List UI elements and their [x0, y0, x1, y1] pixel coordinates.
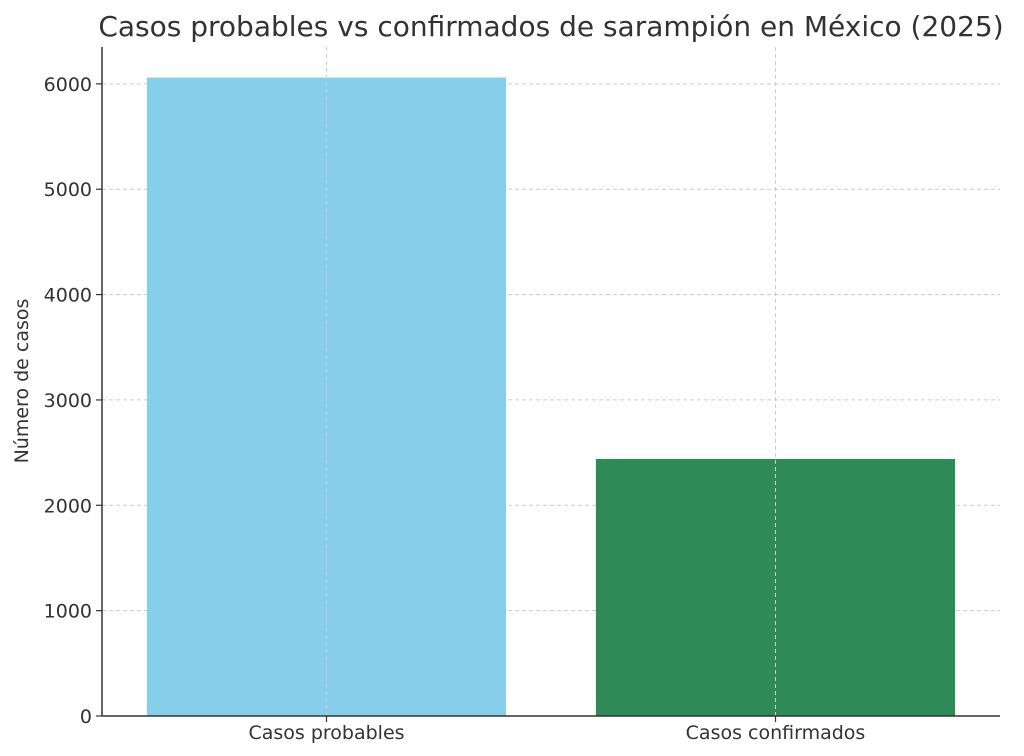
y-tick-label: 1000 — [44, 601, 92, 623]
x-axis-ticks: Casos probables Casos confirmados — [248, 716, 865, 744]
y-tick-label: 4000 — [44, 285, 92, 307]
y-tick-label: 5000 — [44, 179, 92, 201]
y-tick-label: 6000 — [44, 74, 92, 96]
x-tick-label: Casos probables — [248, 722, 404, 744]
x-tick-label: Casos confirmados — [686, 722, 866, 744]
chart-title: Casos probables vs confirmados de saramp… — [98, 10, 1003, 43]
y-tick-label: 2000 — [44, 495, 92, 517]
bars — [146, 47, 956, 717]
y-axis-label: Número de casos — [11, 299, 33, 464]
y-tick-label: 3000 — [44, 390, 92, 412]
y-tick-label: 0 — [80, 706, 92, 728]
y-axis-ticks: 0 1000 2000 3000 4000 5000 6000 — [44, 74, 102, 728]
